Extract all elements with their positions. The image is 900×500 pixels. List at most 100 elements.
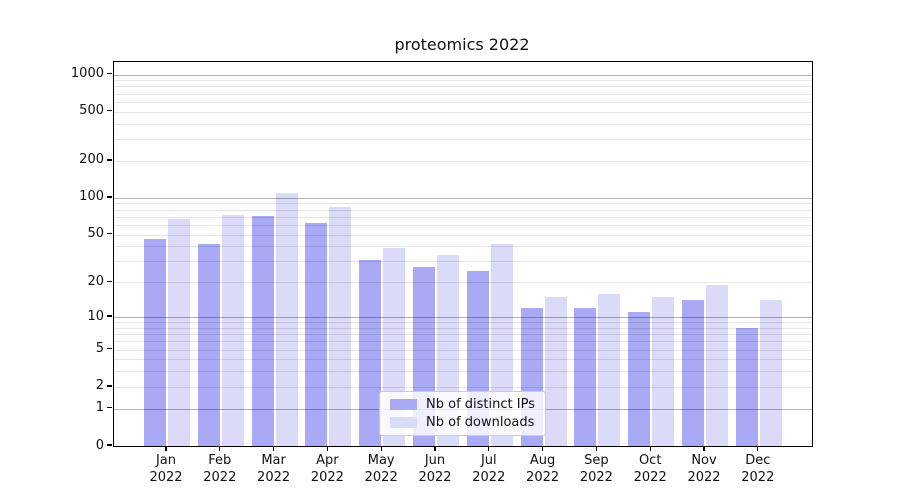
minor-gridline (114, 327, 812, 329)
major-gridline (114, 74, 812, 76)
minor-gridline (114, 322, 812, 324)
y-tick-label: 2 (95, 378, 104, 394)
minor-gridline (114, 80, 812, 82)
y-tick-mark (107, 280, 112, 282)
y-tick-mark (107, 159, 112, 161)
y-tick-mark (107, 232, 112, 235)
x-tick-label-nov: Nov 2022 (687, 453, 721, 485)
x-tick-mark (541, 446, 544, 451)
bar-mar-downloads (275, 193, 298, 446)
y-tick-label: 200 (79, 152, 104, 168)
x-tick-label-jan: Jan 2022 (149, 453, 183, 485)
minor-gridline (114, 203, 812, 205)
minor-gridline (114, 282, 812, 284)
y-tick-mark (107, 347, 112, 350)
minor-gridline (114, 371, 812, 373)
bar-jan-distinct-ips (144, 238, 166, 446)
minor-gridline (114, 341, 812, 343)
minor-gridline (114, 101, 812, 103)
minor-gridline (114, 160, 812, 162)
minor-gridline (114, 139, 812, 141)
bar-aug-downloads (544, 296, 567, 446)
legend-item-distinct-ips: Nb of distinct IPs (390, 397, 535, 412)
y-tick-label: 5 (95, 341, 104, 357)
x-tick-mark (703, 446, 705, 451)
bar-jan-downloads (168, 219, 190, 446)
x-tick-mark (219, 446, 221, 451)
major-gridline (114, 197, 812, 199)
x-tick-label-sep: Sep 2022 (579, 453, 613, 485)
minor-gridline (114, 224, 812, 226)
y-tick-mark (107, 407, 112, 409)
bar-mar-distinct-ips (251, 216, 274, 446)
x-tick-mark (488, 446, 490, 451)
x-tick-label-jun: Jun 2022 (418, 453, 452, 485)
bar-oct-downloads (652, 296, 675, 446)
x-tick-mark (272, 446, 275, 451)
bar-apr-downloads (329, 207, 352, 446)
x-tick-mark (165, 446, 167, 451)
bar-feb-distinct-ips (197, 243, 220, 446)
y-tick-label: 1000 (70, 66, 104, 81)
minor-gridline (114, 86, 812, 88)
chart-title: proteomics 2022 (394, 35, 530, 54)
minor-gridline (114, 123, 812, 125)
x-tick-mark (326, 446, 329, 451)
bar-feb-downloads (221, 215, 244, 446)
bar-nov-distinct-ips (682, 300, 704, 446)
bars-layer (114, 62, 812, 446)
gridlines-layer (114, 62, 812, 446)
bar-oct-distinct-ips (628, 312, 651, 446)
y-tick-label: 500 (79, 103, 104, 119)
bar-sep-distinct-ips (574, 308, 597, 446)
x-tick-mark (595, 446, 598, 451)
bar-nov-downloads (706, 284, 728, 446)
minor-gridline (114, 216, 812, 218)
y-tick-mark (107, 444, 112, 446)
legend-label-downloads: Nb of downloads (426, 415, 535, 430)
plot-area: Nb of distinct IPs Nb of downloads (113, 61, 813, 447)
minor-gridline (114, 359, 812, 361)
minor-gridline (114, 246, 812, 248)
y-tick-label: 10 (87, 308, 104, 324)
y-tick-label: 20 (87, 273, 104, 289)
y-tick-label: 0 (95, 437, 104, 453)
y-tick-label: 100 (79, 189, 104, 205)
bar-dec-downloads (759, 300, 782, 446)
x-tick-label-feb: Feb 2022 (203, 453, 237, 485)
x-tick-mark (434, 446, 436, 451)
minor-gridline (114, 111, 812, 113)
legend-label-distinct-ips: Nb of distinct IPs (426, 397, 535, 412)
y-tick-label: 1 (95, 400, 104, 416)
minor-gridline (114, 209, 812, 211)
legend-item-downloads: Nb of downloads (390, 415, 535, 430)
minor-gridline (114, 93, 812, 95)
minor-gridline (114, 261, 812, 263)
x-tick-mark (757, 446, 759, 451)
x-tick-label-oct: Oct 2022 (633, 453, 667, 485)
x-tick-mark (649, 446, 651, 451)
x-tick-label-dec: Dec 2022 (741, 453, 775, 485)
minor-gridline (114, 349, 812, 351)
bar-apr-distinct-ips (305, 223, 328, 446)
minor-gridline (114, 234, 812, 236)
minor-gridline (114, 386, 812, 388)
legend-swatch-distinct-ips (390, 399, 417, 410)
y-tick-label: 50 (87, 226, 104, 242)
bar-sep-downloads (598, 293, 621, 446)
y-tick-mark (107, 110, 112, 112)
major-gridline (114, 317, 812, 319)
y-tick-mark (107, 72, 112, 75)
x-tick-label-mar: Mar 2022 (257, 453, 291, 485)
x-tick-mark (380, 446, 382, 451)
x-tick-label-apr: Apr 2022 (310, 453, 344, 485)
bar-dec-distinct-ips (735, 327, 758, 446)
y-tick-mark (107, 385, 112, 387)
x-tick-label-may: May 2022 (364, 453, 398, 485)
y-tick-mark (107, 196, 112, 198)
legend: Nb of distinct IPs Nb of downloads (379, 391, 546, 436)
minor-gridline (114, 334, 812, 336)
x-tick-label-aug: Aug 2022 (526, 453, 560, 485)
x-tick-label-jul: Jul 2022 (472, 453, 506, 485)
